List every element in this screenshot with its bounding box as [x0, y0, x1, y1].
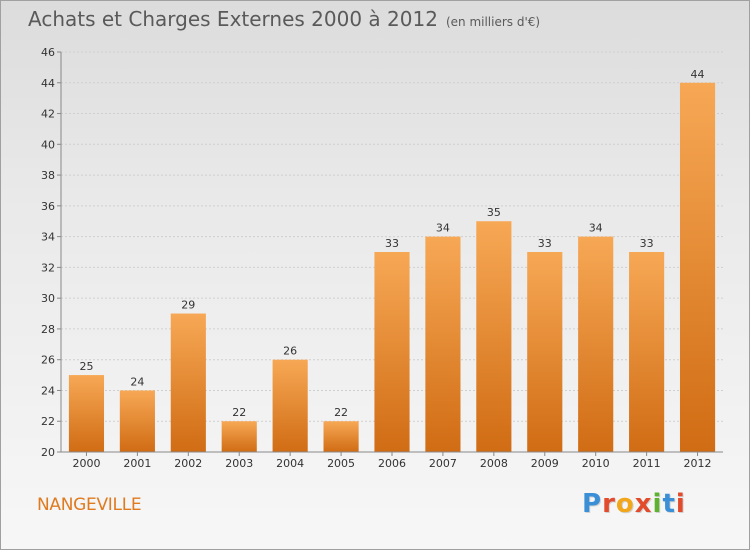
y-tick-label: 34 — [41, 231, 55, 244]
bar-value-label: 34 — [436, 222, 450, 235]
chart-title-text: Achats et Charges Externes 2000 à 2012 — [28, 7, 438, 31]
x-tick-label: 2012 — [684, 457, 712, 470]
logo-letter: i — [652, 489, 663, 519]
x-tick-label: 2002 — [174, 457, 202, 470]
bar-value-label: 33 — [385, 237, 399, 250]
proxiti-logo[interactable]: Proxiti — [582, 489, 686, 519]
bar — [679, 82, 716, 453]
bar — [323, 421, 359, 452]
x-tick-label: 2005 — [327, 457, 355, 470]
x-tick-label: 2006 — [378, 457, 406, 470]
y-tick-label: 44 — [41, 77, 55, 90]
y-tick-label: 24 — [41, 384, 55, 397]
bar — [578, 236, 614, 452]
bar — [221, 421, 257, 452]
x-tick-label: 2001 — [123, 457, 151, 470]
bar-value-label: 33 — [640, 237, 654, 250]
chart-unit: (en milliers d'€) — [445, 15, 541, 29]
x-tick-label: 2010 — [582, 457, 610, 470]
x-tick-label: 2007 — [429, 457, 457, 470]
bar-value-label: 25 — [79, 360, 93, 373]
chart-title: Achats et Charges Externes 2000 à 2012 (e… — [28, 7, 540, 31]
bar — [476, 221, 512, 452]
y-tick-label: 28 — [41, 323, 55, 336]
logo-letter: t — [662, 489, 676, 519]
y-tick-label: 26 — [41, 354, 55, 367]
logo-letter: x — [634, 489, 653, 519]
axes: 20 22 24 26 28 30 32 34 36 38 40 42 44 46 2000 2001 2002… — [41, 46, 723, 470]
x-tick-label: 2008 — [480, 457, 508, 470]
y-tick-label: 22 — [41, 415, 55, 428]
bar-value-label: 29 — [181, 299, 195, 312]
bar — [629, 252, 665, 452]
x-tick-label: 2000 — [72, 457, 100, 470]
bar-value-label: 34 — [589, 222, 603, 235]
y-tick-label: 36 — [41, 200, 55, 213]
bar — [374, 252, 410, 452]
y-tick-label: 42 — [41, 108, 55, 121]
logo-letter: i — [675, 489, 686, 519]
bar-value-label: 26 — [283, 345, 297, 358]
x-tick-label: 2003 — [225, 457, 253, 470]
bar-value-label: 35 — [487, 206, 501, 219]
bar — [527, 252, 563, 452]
bar-value-label: 22 — [232, 406, 246, 419]
bar — [119, 390, 155, 452]
bar-value-label: 22 — [334, 406, 348, 419]
x-tick-label: 2011 — [633, 457, 661, 470]
logo-letter: P — [582, 489, 603, 519]
bar — [425, 236, 461, 452]
bar-value-label: 33 — [538, 237, 552, 250]
x-tick-label: 2004 — [276, 457, 304, 470]
logo-letter: r — [602, 489, 616, 519]
logo-letter: o — [615, 489, 635, 519]
x-tick-label: 2009 — [531, 457, 559, 470]
bar — [170, 313, 206, 452]
y-tick-label: 40 — [41, 138, 55, 151]
city-name: NANGEVILLE — [37, 495, 142, 515]
y-tick-label: 20 — [41, 446, 55, 459]
bar-value-label: 44 — [691, 68, 705, 81]
y-tick-label: 46 — [41, 46, 55, 59]
bar-value-label: 24 — [130, 375, 144, 388]
bar — [272, 359, 308, 452]
bars: 25 24 29 22 26 22 33 34 35 33 34 33 44 — [68, 68, 716, 453]
y-tick-label: 38 — [41, 169, 55, 182]
bar — [68, 375, 105, 452]
y-tick-label: 32 — [41, 261, 55, 274]
y-tick-label: 30 — [41, 292, 55, 305]
